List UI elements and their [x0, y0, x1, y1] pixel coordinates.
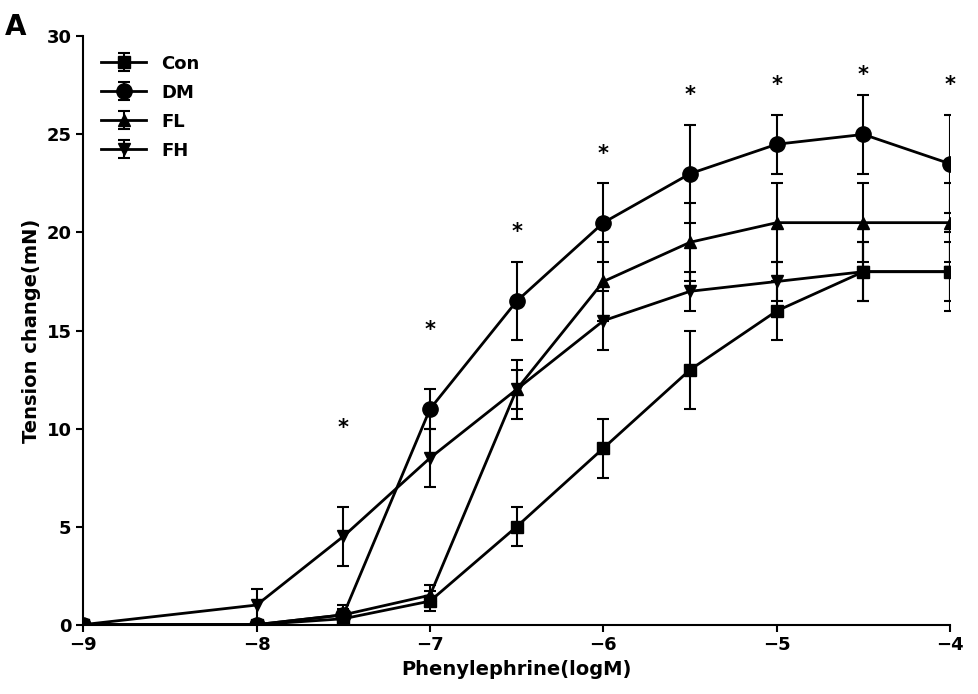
Text: *: * [771, 75, 781, 95]
Y-axis label: Tension change(mN): Tension change(mN) [22, 219, 41, 443]
Text: *: * [857, 65, 868, 85]
X-axis label: Phenylephrine(logM): Phenylephrine(logM) [401, 660, 631, 679]
Text: *: * [511, 222, 521, 242]
Legend: Con, DM, FL, FH: Con, DM, FL, FH [92, 45, 208, 169]
Text: *: * [944, 75, 955, 95]
Text: *: * [424, 321, 435, 340]
Text: *: * [598, 144, 608, 164]
Text: *: * [684, 85, 695, 105]
Text: *: * [337, 418, 348, 439]
Text: A: A [5, 13, 26, 41]
